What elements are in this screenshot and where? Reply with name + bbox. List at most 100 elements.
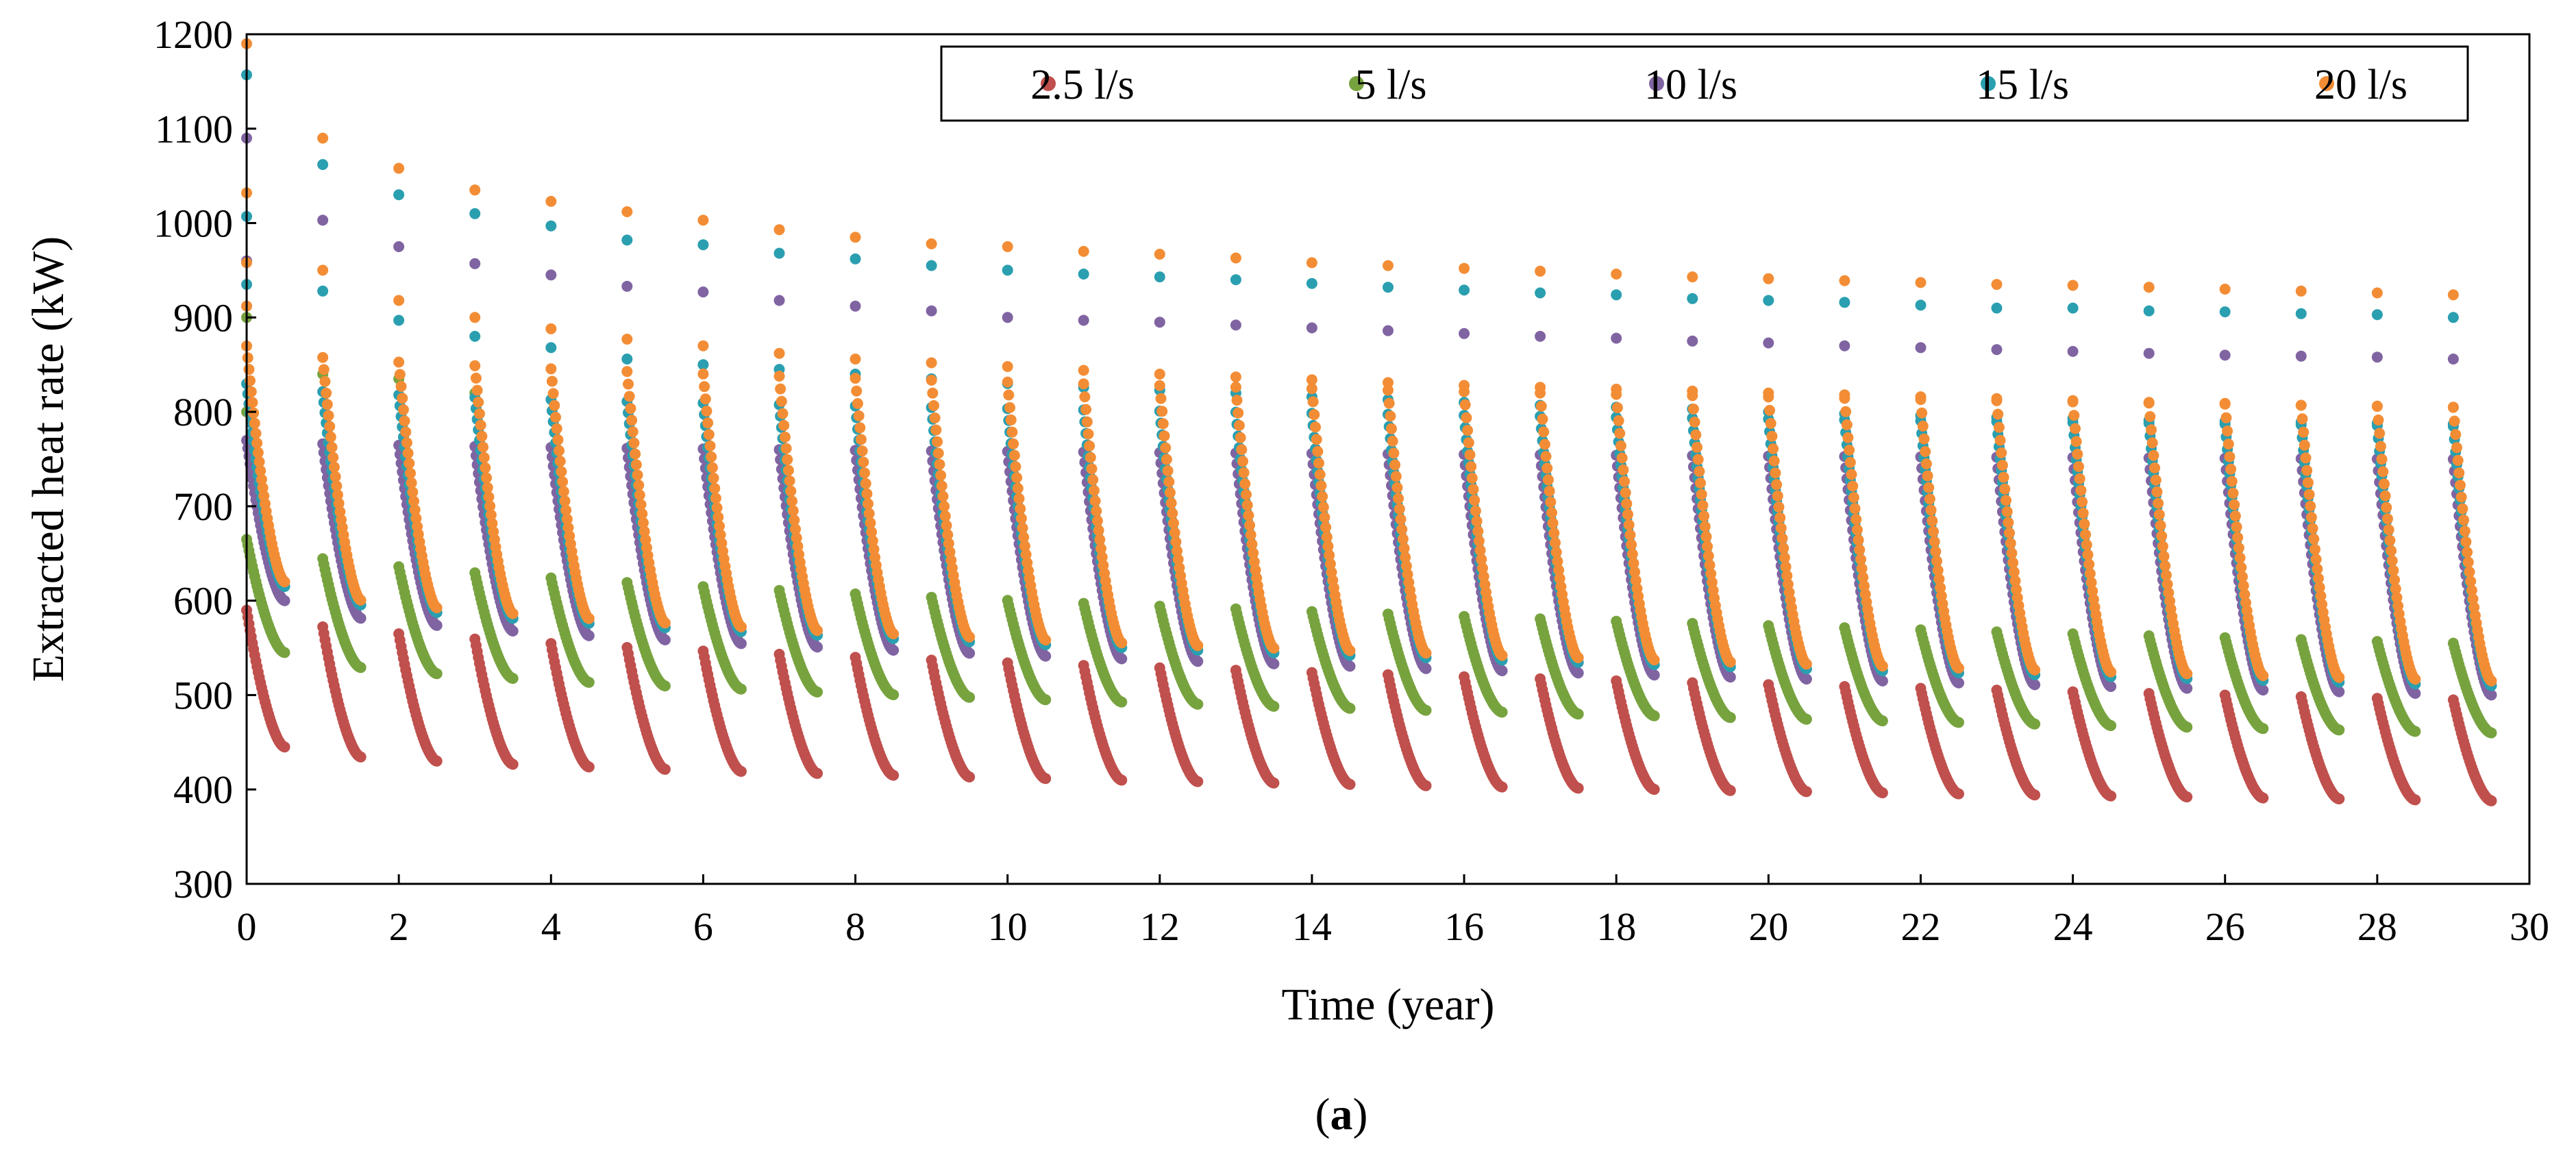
- data-point: [431, 668, 443, 680]
- data-point: [1854, 544, 1866, 556]
- data-point: [393, 356, 405, 368]
- data-point: [2004, 527, 2015, 539]
- data-point: [659, 763, 671, 775]
- data-point: [279, 595, 290, 606]
- data-point: [703, 429, 715, 441]
- data-point: [2447, 354, 2459, 365]
- data-point: [1953, 677, 1964, 689]
- data-point: [964, 691, 976, 703]
- data-point: [547, 388, 559, 399]
- data-point: [1496, 665, 1508, 676]
- data-point: [1689, 417, 1700, 428]
- data-point: [850, 253, 861, 264]
- data-point: [546, 375, 558, 387]
- data-point: [1006, 426, 1018, 438]
- data-point: [1466, 472, 1478, 484]
- data-point: [1420, 647, 1432, 659]
- data-point: [1547, 517, 1559, 529]
- data-point: [708, 472, 719, 484]
- data-point: [1391, 482, 1403, 493]
- data-point: [635, 499, 647, 510]
- data-point: [775, 383, 787, 395]
- data-point: [1397, 533, 1409, 545]
- data-point: [1763, 337, 1774, 349]
- data-point: [1241, 489, 1252, 500]
- data-point: [780, 443, 792, 454]
- data-point: [1695, 478, 1706, 489]
- data-point: [1088, 484, 1100, 496]
- data-point: [626, 415, 638, 426]
- data-point: [1078, 378, 1089, 390]
- data-point: [1620, 487, 1631, 499]
- data-point: [402, 447, 414, 459]
- data-point: [1920, 458, 1932, 469]
- data-point: [1846, 469, 1857, 480]
- data-point: [932, 447, 944, 459]
- data-point: [1008, 449, 1020, 461]
- data-point: [1470, 505, 1481, 517]
- data-point: [1002, 376, 1013, 388]
- data-point: [1572, 708, 1584, 720]
- data-point: [1387, 435, 1398, 447]
- data-point: [939, 510, 951, 522]
- data-point: [1616, 452, 1628, 464]
- data-point: [1161, 454, 1172, 465]
- data-point: [1420, 780, 1432, 791]
- data-point: [937, 491, 949, 502]
- data-point: [2029, 718, 2041, 730]
- data-point: [1877, 787, 1888, 799]
- data-point: [1163, 476, 1175, 488]
- data-point: [1383, 282, 1394, 293]
- data-point: [1918, 433, 1930, 445]
- data-point: [787, 505, 799, 517]
- data-point: [401, 437, 412, 449]
- data-point: [659, 680, 671, 692]
- data-point: [773, 295, 785, 306]
- data-point: [1393, 493, 1404, 504]
- data-point: [2007, 557, 2019, 569]
- data-point: [2257, 684, 2269, 696]
- data-point: [1724, 712, 1736, 724]
- data-point: [475, 419, 486, 431]
- data-point: [394, 369, 406, 380]
- data-point: [1572, 667, 1584, 679]
- data-point: [1611, 332, 1622, 344]
- data-point: [324, 421, 336, 432]
- data-point: [699, 393, 711, 405]
- data-point: [1078, 314, 1089, 326]
- data-point: [812, 687, 823, 697]
- data-point: [927, 387, 939, 399]
- data-point: [926, 374, 937, 386]
- data-point: [1614, 428, 1626, 439]
- data-point: [1162, 465, 1174, 477]
- data-point: [1648, 654, 1660, 666]
- data-point: [697, 286, 709, 298]
- data-point: [1156, 406, 1168, 417]
- data-point: [393, 314, 405, 326]
- data-point: [507, 608, 519, 619]
- data-point: [1420, 704, 1432, 716]
- data-point: [1839, 297, 1850, 308]
- data-point: [243, 364, 255, 375]
- data-point: [659, 634, 671, 645]
- data-point: [926, 305, 937, 317]
- data-point: [469, 208, 481, 219]
- data-point: [1313, 458, 1324, 469]
- data-point: [964, 771, 976, 782]
- data-point: [621, 234, 633, 246]
- data-point: [621, 354, 633, 365]
- data-point: [1699, 521, 1711, 532]
- data-point: [400, 426, 412, 438]
- data-point: [2105, 681, 2117, 692]
- data-point: [1396, 523, 1408, 535]
- data-point: [1535, 330, 1546, 342]
- data-point: [583, 676, 595, 688]
- data-point: [1244, 519, 1256, 531]
- data-point: [1385, 410, 1396, 422]
- data-point: [1165, 497, 1177, 509]
- data-point: [1080, 404, 1092, 415]
- data-point: [1844, 456, 1856, 468]
- data-point: [557, 476, 569, 488]
- data-point: [1917, 420, 1929, 432]
- data-point: [1237, 456, 1248, 467]
